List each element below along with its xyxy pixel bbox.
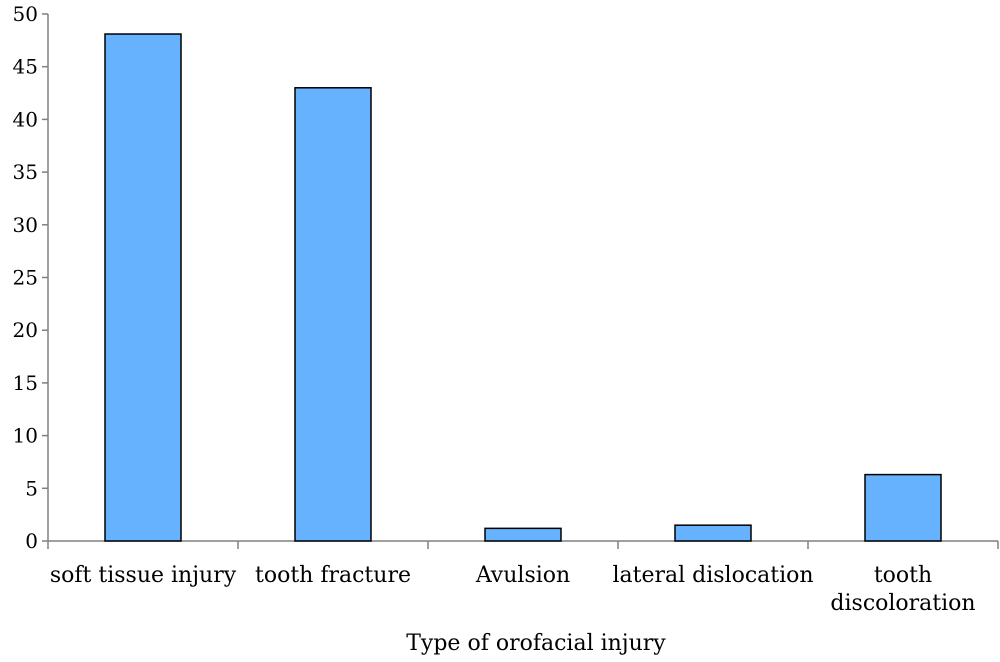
bar (864, 473, 942, 542)
x-tick-label: tooth (874, 563, 932, 588)
x-tick-label: soft tissue injury (50, 563, 237, 588)
y-tick-label: 50 (13, 2, 38, 26)
bar (674, 524, 752, 542)
x-axis (47, 540, 999, 549)
category-labels: soft tissue injury tooth fracture Avulsion… (50, 563, 976, 616)
x-tick-label: tooth fracture (255, 563, 411, 588)
x-tick-label: Avulsion (475, 563, 570, 588)
y-tick-label: 25 (13, 266, 38, 290)
bars (104, 33, 942, 542)
bar (104, 33, 182, 542)
y-tick-label: 15 (13, 371, 38, 395)
y-tick-label: 10 (13, 424, 38, 448)
y-tick-label: 5 (25, 476, 38, 500)
bar (294, 87, 372, 542)
x-tick-label: lateral dislocation (612, 563, 813, 588)
x-tick-label: discoloration (830, 591, 975, 616)
y-axis: 0 5 10 15 20 25 30 35 40 45 50 (13, 2, 49, 553)
y-tick-label: 40 (13, 107, 38, 131)
y-tick-label: 30 (13, 213, 38, 237)
y-tick-label: 45 (13, 55, 38, 79)
bar (484, 527, 562, 542)
y-tick-label: 0 (25, 529, 38, 553)
x-axis-title: Type of orofacial injury (406, 631, 666, 656)
y-tick-label: 20 (13, 318, 38, 342)
y-tick-label: 35 (13, 160, 38, 184)
